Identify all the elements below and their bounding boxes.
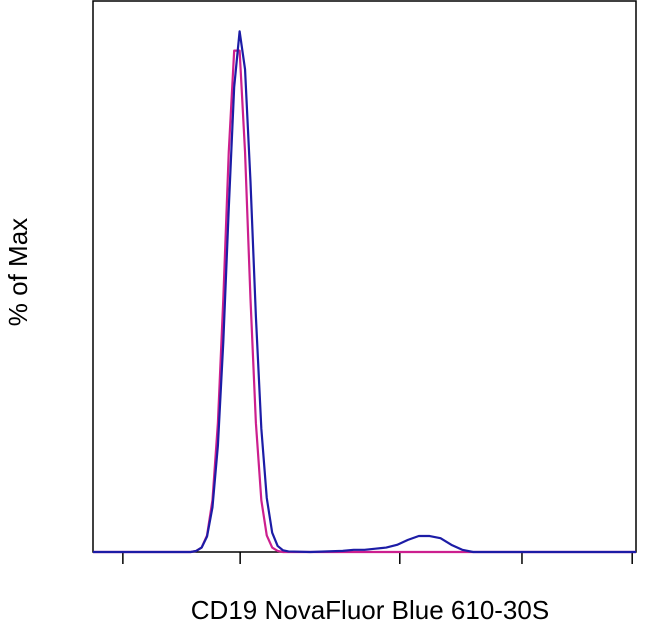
series-line — [93, 30, 636, 554]
y-axis-label: % of Max — [3, 218, 33, 326]
plot-frame — [92, 0, 637, 553]
series-line — [93, 49, 636, 554]
x-axis-label: CD19 NovaFluor Blue 610-30S — [191, 595, 549, 625]
